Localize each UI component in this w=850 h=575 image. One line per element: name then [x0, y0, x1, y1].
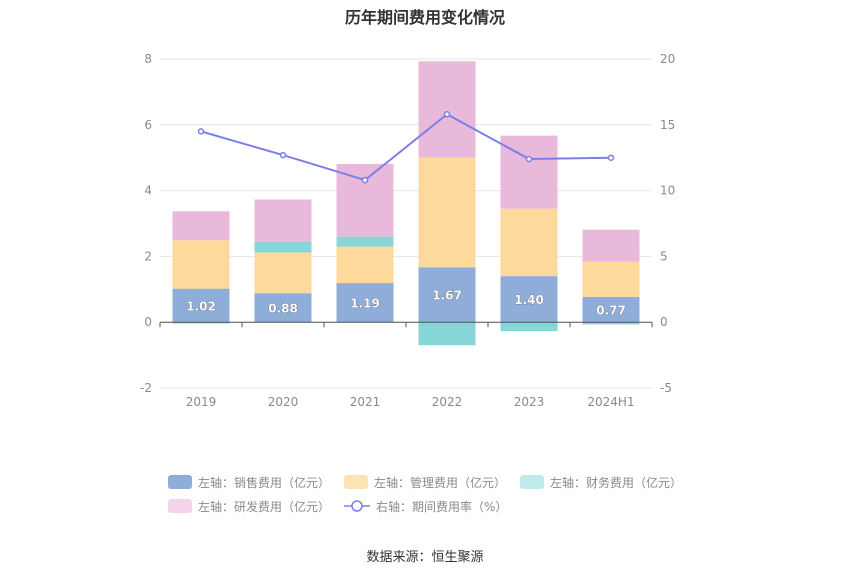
legend-circle [351, 500, 363, 512]
bar-segment-4 [336, 163, 394, 237]
bar-segment-2 [500, 208, 558, 277]
x-tick-label: 2019 [186, 395, 217, 409]
legend-swatch-mgmt [344, 475, 369, 489]
legend: 左轴：销售费用（亿元） 左轴：管理费用（亿元） 左轴：财务费用（亿元） 左轴：研… [168, 470, 708, 518]
data-source: 数据来源：恒生聚源 [366, 550, 484, 565]
rate-point [279, 151, 287, 159]
y-tick-label-right: 20 [660, 52, 675, 66]
x-tick-label: 2022 [432, 395, 463, 409]
bar-segment-4 [418, 61, 476, 158]
y-tick-label-right: 5 [660, 249, 668, 263]
y-tick-label-left: -2 [140, 381, 152, 395]
bar-segment-4 [254, 199, 312, 242]
y-tick-label-right: 10 [660, 184, 675, 198]
bar-segment-3 [418, 322, 476, 346]
bar-value-label: 1.67 [432, 289, 462, 303]
bar-segment-2 [418, 157, 476, 268]
y-tick-label-left: 2 [144, 249, 152, 263]
rate-point [197, 128, 205, 135]
legend-item-sales[interactable]: 左轴：销售费用（亿元） [168, 474, 330, 491]
bar-value-label: 1.40 [514, 293, 544, 307]
legend-swatch-sales [168, 475, 192, 489]
legend-label-rate: 右轴：期间费用率（%） [376, 499, 508, 514]
rate-point [443, 111, 451, 118]
y-tick-label-left: 6 [144, 118, 152, 132]
bar-segment-1 [254, 293, 312, 323]
rate-point [525, 155, 533, 163]
y-tick-label-right: 0 [660, 315, 668, 329]
bar-segment-3 [500, 322, 558, 332]
legend-label-fin: 左轴：财务费用（亿元） [550, 475, 683, 490]
legend-item-mgmt[interactable]: 左轴：管理费用（亿元） [344, 474, 506, 491]
x-tick-label: 2023 [514, 395, 545, 409]
legend-swatch-rd [168, 499, 192, 513]
legend-item-rate[interactable]: 右轴：期间费用率（%） [344, 498, 507, 515]
bar-segment-3 [254, 241, 312, 253]
x-tick-label: 2021 [350, 395, 381, 409]
bar-value-label: 0.88 [268, 302, 298, 316]
bar-segment-2 [254, 252, 312, 294]
bar-segment-1 [418, 267, 476, 323]
bar-segment-1 [172, 288, 230, 323]
x-tick-label: 2020 [268, 395, 299, 409]
legend-label-sales: 左轴：销售费用（亿元） [198, 475, 331, 490]
bar-segment-1 [336, 283, 394, 323]
bar-segment-4 [582, 229, 640, 262]
rate-point [361, 176, 369, 184]
rate-point [607, 154, 615, 161]
legend-item-rd[interactable]: 左轴：研发费用（亿元） [168, 498, 330, 515]
x-tick-label: 2024H1 [587, 395, 634, 409]
bar-segment-4 [500, 135, 558, 209]
bar-value-label: 1.02 [186, 299, 216, 313]
bar-segment-3 [336, 236, 394, 247]
bar-segment-3 [582, 322, 640, 325]
rate-line [200, 113, 612, 182]
bar-value-label: 0.77 [596, 304, 626, 318]
y-tick-label-right: -5 [660, 381, 672, 395]
legend-item-fin[interactable]: 左轴：财务费用（亿元） [520, 474, 682, 491]
bar-segment-2 [582, 261, 640, 297]
legend-swatch-fin [520, 475, 545, 489]
bar-value-label: 1.19 [350, 297, 380, 311]
bar-segment-2 [172, 240, 230, 289]
bar-segment-3 [172, 322, 230, 324]
chart-title: 历年期间费用变化情况 [344, 8, 505, 27]
y-tick-label-left: 4 [144, 184, 152, 198]
bar-segment-4 [172, 211, 230, 241]
bar-segment-1 [582, 296, 640, 323]
y-tick-label-right: 15 [660, 118, 675, 132]
chart-plot: -2 0 2 4 6 8 -5 0 5 10 15 20 1.02 2019 0.88 2020 1.19 202… [140, 52, 675, 409]
y-tick-label-left: 0 [144, 315, 152, 329]
legend-label-rd: 左轴：研发费用（亿元） [198, 499, 331, 514]
legend-label-mgmt: 左轴：管理费用（亿元） [374, 475, 507, 490]
bar-segment-1 [500, 276, 558, 323]
legend-line-marker-icon [344, 500, 371, 512]
bar-segment-2 [336, 246, 394, 284]
y-tick-label-left: 8 [144, 52, 152, 66]
